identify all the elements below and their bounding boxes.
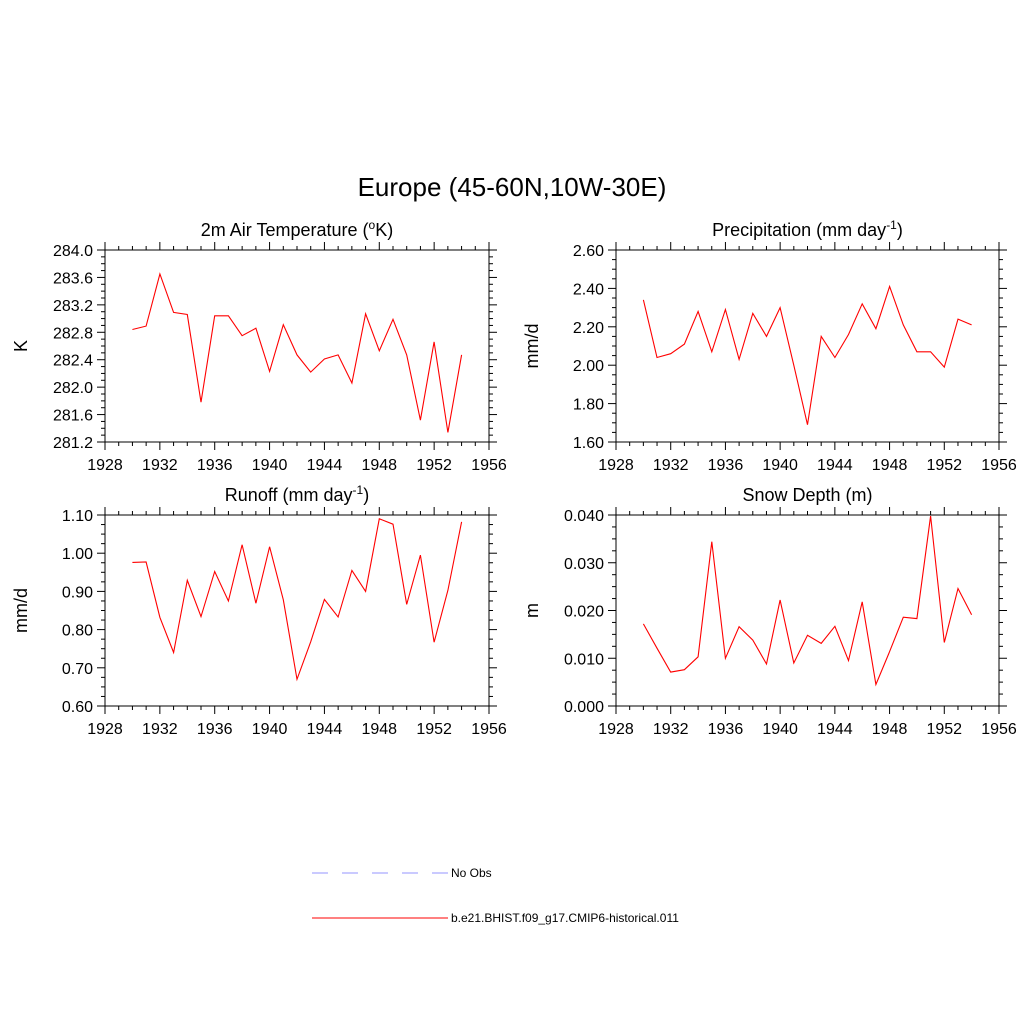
y-tick-label: 282.8 [53,325,93,342]
x-tick-label: 1944 [817,457,853,474]
x-tick-label: 1940 [762,457,798,474]
x-tick-label: 1948 [872,457,908,474]
x-tick-label: 1928 [87,721,123,738]
x-tick-label: 1932 [142,721,178,738]
series-line-0 [642,515,973,687]
panel-title: Precipitation (mm day-1) [712,218,903,240]
plot-frame [615,514,1000,707]
legend-label-no-obs: No Obs [451,866,492,880]
legend-label-model: b.e21.BHIST.f09_g17.CMIP6-historical.011 [451,911,679,925]
y-tick-label: 0.90 [62,584,93,601]
y-tick-label: 282.4 [53,353,93,370]
y-tick-label: 0.70 [62,661,93,678]
y-tick-label: 283.6 [53,270,93,287]
panel-1: Precipitation (mm day-1) mm/d 1928 1932 1936… [522,218,1017,474]
x-tick-label: 1928 [598,721,634,738]
series-line-0 [132,518,463,682]
panel-3: Snow Depth (m) m 1928 1932 1936 1940 1944 1948 1… [522,485,1017,738]
x-tick-label: 1936 [197,721,233,738]
panels: 2m Air Temperature (oK) K 1928 1932 1936 1940… [11,218,1017,738]
x-tick-label: 1944 [307,721,343,738]
x-tick-label: 1928 [598,457,634,474]
x-tick-label: 1932 [653,721,689,738]
x-tick-label: 1952 [416,457,452,474]
panel-2: Runoff (mm day-1) mm/d 1928 1932 1936 1940 194… [11,483,507,738]
x-tick-label: 1956 [471,457,507,474]
legend: No Obs b.e21.BHIST.f09_g17.CMIP6-histori… [312,866,679,925]
y-tick-label: 0.030 [564,556,604,573]
x-tick-label: 1932 [653,457,689,474]
x-tick-label: 1956 [981,721,1017,738]
y-tick-label: 1.80 [573,397,604,414]
x-tick-label: 1948 [361,457,397,474]
y-tick-label: 284.0 [53,243,93,260]
y-tick-label: 0.80 [62,623,93,640]
x-tick-label: 1952 [416,721,452,738]
y-tick-label: 283.2 [53,298,93,315]
x-tick-label: 1936 [708,457,744,474]
panel-0: 2m Air Temperature (oK) K 1928 1932 1936 1940… [11,218,507,474]
y-axis-label: mm/d [522,324,542,369]
y-tick-label: 1.00 [62,546,93,563]
x-tick-label: 1928 [87,457,123,474]
y-axis-label: K [11,340,31,352]
x-tick-label: 1932 [142,457,178,474]
x-tick-label: 1936 [708,721,744,738]
y-tick-label: 2.40 [573,281,604,298]
y-tick-label: 0.60 [62,699,93,716]
x-tick-label: 1940 [252,457,288,474]
x-tick-label: 1952 [926,721,962,738]
plot-frame [615,249,1000,443]
x-tick-label: 1944 [817,721,853,738]
y-tick-label: 0.010 [564,651,604,668]
y-tick-label: 2.20 [573,320,604,337]
y-tick-label: 1.10 [62,508,93,525]
x-tick-label: 1948 [361,721,397,738]
y-axis-label: m [522,603,542,618]
y-tick-label: 0.020 [564,604,604,621]
series-line-0 [132,272,463,433]
x-tick-label: 1936 [197,457,233,474]
x-tick-label: 1944 [307,457,343,474]
y-tick-label: 0.000 [564,699,604,716]
x-tick-label: 1940 [762,721,798,738]
x-tick-label: 1948 [872,721,908,738]
x-tick-label: 1956 [981,457,1017,474]
y-tick-label: 2.60 [573,243,604,260]
series-line-0 [642,284,972,425]
x-tick-label: 1952 [926,457,962,474]
y-axis-label: mm/d [11,588,31,633]
x-tick-label: 1940 [252,721,288,738]
panel-title: Snow Depth (m) [742,485,872,505]
y-tick-label: 281.6 [53,408,93,425]
panel-title: 2m Air Temperature (oK) [201,218,393,240]
plot-frame [104,249,490,443]
y-tick-label: 2.00 [573,358,604,375]
x-tick-label: 1956 [471,721,507,738]
y-tick-label: 1.60 [573,435,604,452]
y-tick-label: 0.040 [564,508,604,525]
figure-title: Europe (45-60N,10W-30E) [358,172,667,202]
y-tick-label: 281.2 [53,435,93,452]
panel-title: Runoff (mm day-1) [225,483,369,505]
y-tick-label: 282.0 [53,380,93,397]
